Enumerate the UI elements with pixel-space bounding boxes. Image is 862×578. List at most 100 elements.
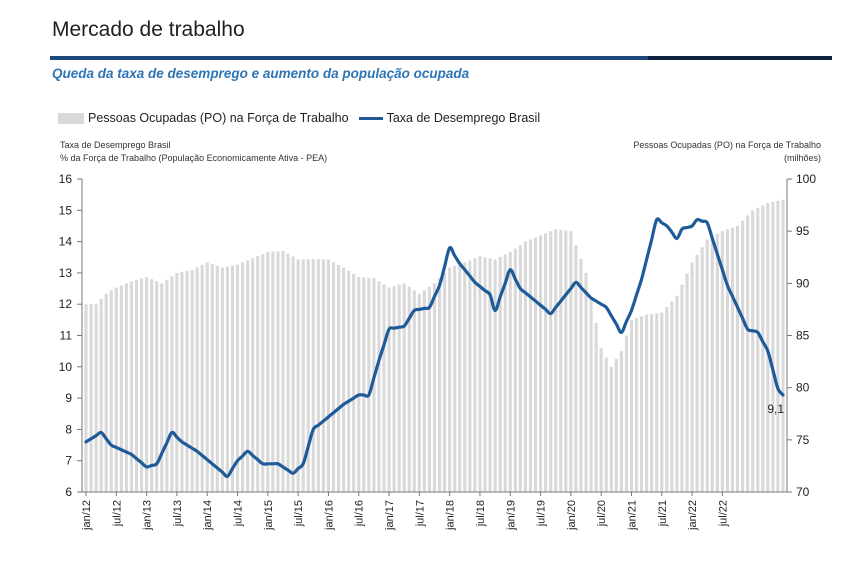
x-tick-label: jul/22 <box>717 500 729 527</box>
po-bar <box>761 205 765 493</box>
po-bar <box>619 351 623 492</box>
right-tick-label: 95 <box>796 224 810 238</box>
po-bar <box>367 277 371 492</box>
po-bar <box>564 230 568 492</box>
right-axis-title-line-1: Pessoas Ocupadas (PO) na Força de Trabal… <box>633 140 821 150</box>
left-tick-label: 16 <box>59 172 73 186</box>
po-bar <box>155 281 159 492</box>
x-tick-label: jan/17 <box>384 500 396 531</box>
po-bar <box>670 301 674 492</box>
x-tick-label: jan/20 <box>566 500 578 531</box>
x-tick-label: jul/13 <box>172 500 184 527</box>
po-bar <box>624 335 628 492</box>
po-bar <box>660 312 664 492</box>
po-bar <box>604 357 608 492</box>
left-axis-title-line-2: % da Força de Trabalho (População Econom… <box>60 153 328 163</box>
po-bar <box>94 304 98 492</box>
x-tick-label: jan/21 <box>626 500 638 531</box>
po-bar <box>347 270 351 492</box>
left-tick-label: 14 <box>59 235 73 249</box>
po-bar <box>109 290 113 492</box>
x-tick-label: jul/19 <box>536 500 548 527</box>
po-bar <box>650 313 654 492</box>
legend-bar-label: Pessoas Ocupadas (PO) na Força de Trabal… <box>88 111 349 125</box>
po-bar <box>735 225 740 492</box>
po-bar <box>235 264 240 492</box>
po-bar <box>392 286 396 492</box>
po-bar <box>104 293 108 492</box>
right-tick-label: 70 <box>796 485 810 499</box>
legend-line-swatch <box>358 116 383 120</box>
po-bar <box>311 259 315 492</box>
po-bar <box>448 267 452 492</box>
po-bar <box>281 250 285 492</box>
po-bar <box>695 254 699 492</box>
x-tick-label: jan/19 <box>505 500 517 531</box>
left-tick-label: 15 <box>59 203 73 217</box>
chart-legend: Pessoas Ocupadas (PO) na Força de Trabal… <box>58 111 540 125</box>
legend-line-label: Taxa de Desemprego Brasil <box>386 111 541 125</box>
unemployment-line-group <box>84 217 785 478</box>
po-bar <box>569 231 573 492</box>
po-bar <box>640 316 644 492</box>
po-bar <box>614 358 618 492</box>
po-bar <box>185 270 189 492</box>
left-tick-label: 6 <box>65 485 72 499</box>
po-bar <box>645 314 649 492</box>
x-tick-label: jul/20 <box>596 500 608 527</box>
left-tick-label: 13 <box>59 266 73 280</box>
po-bar <box>771 201 775 492</box>
po-bar <box>387 287 391 492</box>
po-bar <box>468 260 472 492</box>
po-bar <box>175 272 179 492</box>
left-tick-label: 10 <box>59 360 73 374</box>
left-tick-label: 9 <box>65 391 72 405</box>
po-bar <box>629 319 634 492</box>
right-axis-title: Pessoas Ocupadas (PO) na Força de Trabal… <box>633 139 821 165</box>
po-bar <box>352 273 356 492</box>
po-bars <box>84 199 785 493</box>
po-bar <box>599 348 603 492</box>
po-bar <box>210 264 214 492</box>
po-bar <box>306 259 310 492</box>
po-bar <box>407 286 411 492</box>
po-bar <box>528 239 533 492</box>
legend-bar-swatch <box>58 112 84 124</box>
x-tick-label: jan/22 <box>687 500 699 531</box>
po-bar <box>251 258 255 492</box>
po-bar <box>680 284 684 492</box>
po-bar <box>205 262 209 492</box>
x-tick-label: jan/14 <box>202 500 214 531</box>
po-bar <box>584 272 588 492</box>
left-axis-title: Taxa de Desemprego Brasil % da Força de … <box>60 139 327 165</box>
po-bar <box>220 267 224 492</box>
po-bar <box>266 252 270 492</box>
po-bar <box>523 241 527 492</box>
po-bar <box>751 210 755 493</box>
po-bar <box>225 266 229 492</box>
po-bar <box>427 286 432 492</box>
po-bar <box>326 259 331 492</box>
po-bar <box>665 306 669 492</box>
po-bar <box>478 256 482 492</box>
po-bar <box>437 278 442 492</box>
po-bar <box>291 256 295 492</box>
left-tick-label: 8 <box>65 422 72 436</box>
po-bar <box>372 278 376 492</box>
chart-annotations: 9,1 <box>767 402 784 416</box>
right-tick-label: 100 <box>796 172 816 186</box>
po-bar <box>134 279 139 492</box>
x-tick-label: jan/15 <box>263 500 275 531</box>
po-bar <box>84 304 88 492</box>
po-bar <box>710 236 714 492</box>
chart-subtitle: Queda da taxa de desemprego e aumento da… <box>52 66 470 81</box>
po-bar <box>458 264 462 492</box>
po-bar <box>89 304 93 492</box>
po-bar <box>594 322 598 492</box>
po-bar <box>422 290 426 492</box>
po-bar <box>402 283 406 492</box>
po-bar <box>114 287 118 492</box>
x-tick-label: jul/21 <box>657 500 669 527</box>
po-bar <box>170 276 174 492</box>
